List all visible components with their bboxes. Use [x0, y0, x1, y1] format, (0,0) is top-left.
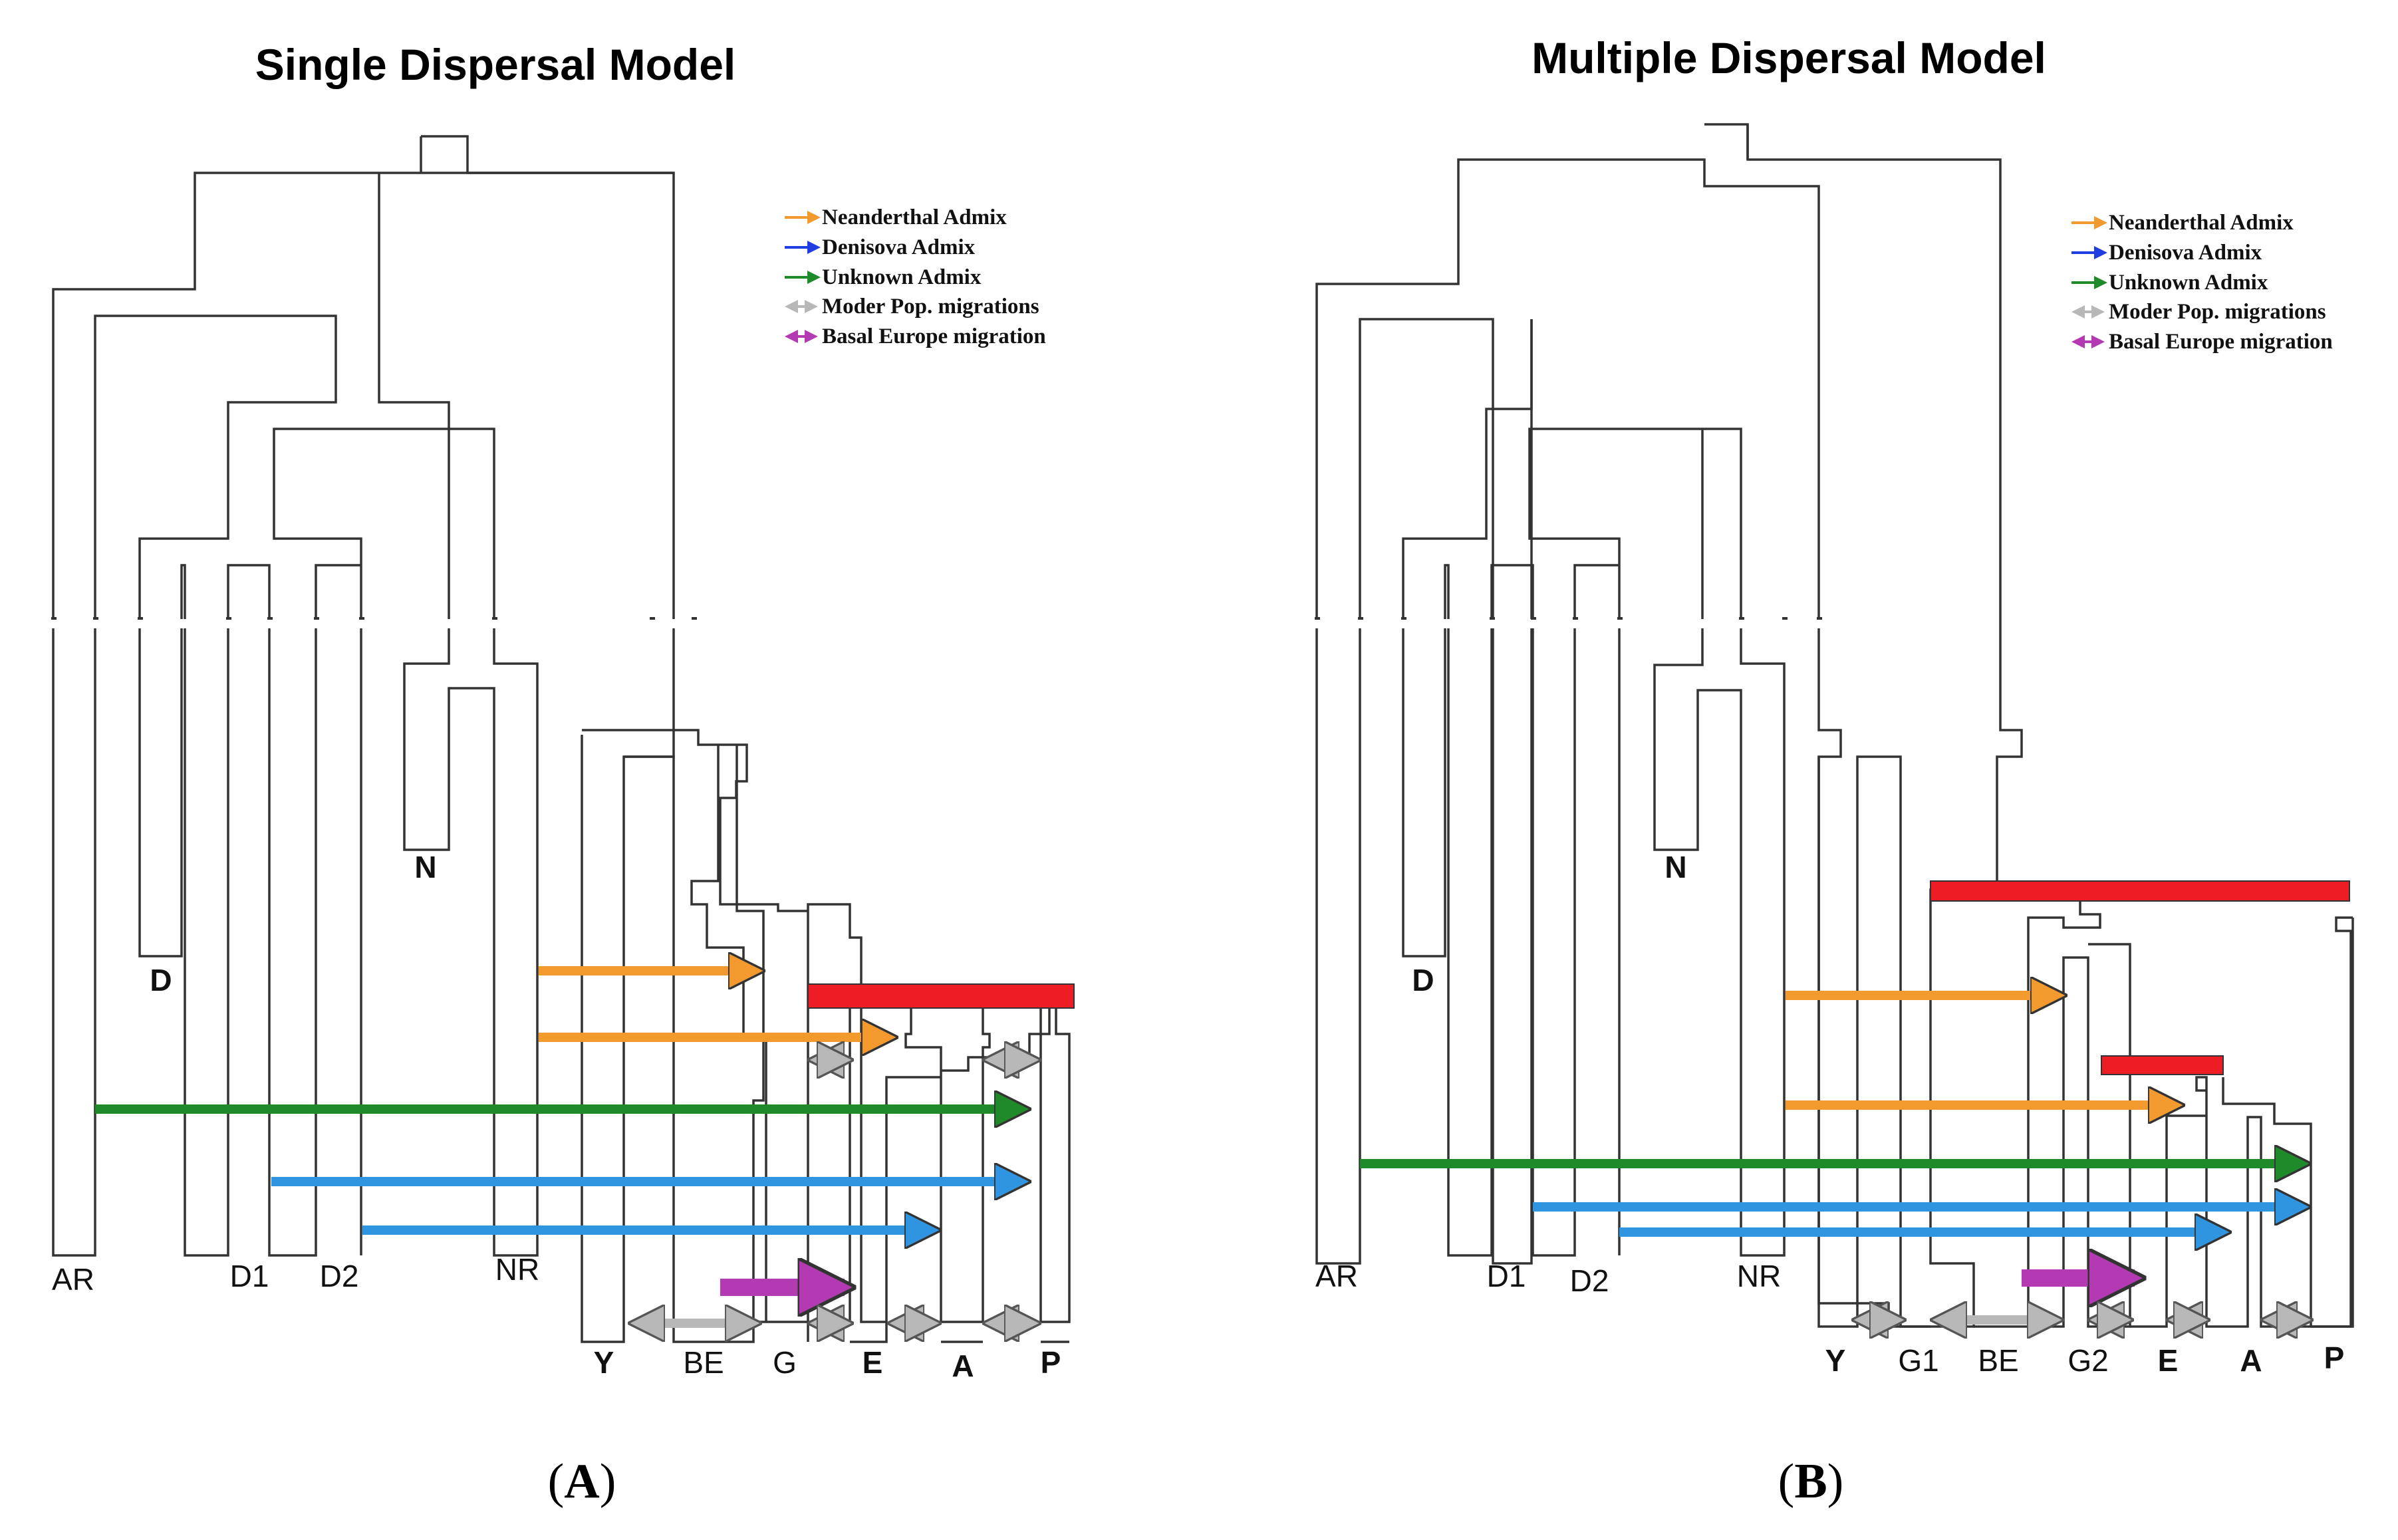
panel-a-leaf-labels: AR D1 D2 NR D N Y BE G E A P [52, 850, 1061, 1383]
panel-a-admix-arrows [95, 971, 1024, 1230]
panel-a-bottlenecks [807, 983, 1075, 1009]
legend-label-unknown: Unknown Admix [822, 265, 982, 289]
panel-b-title: Multiple Dispersal Model [1532, 33, 2046, 82]
legend-label-unknown: Unknown Admix [2109, 271, 2268, 295]
bottleneck-bar [807, 983, 1075, 1009]
legend-label-modern: Moder Pop. migrations [822, 295, 1039, 319]
leaf-label-d2: D2 [320, 1259, 359, 1293]
leaf-label-n: N [414, 850, 436, 884]
panel-a-migrations [635, 1060, 1034, 1323]
leaf-label-a: A [952, 1348, 974, 1383]
bottleneck-bar [2101, 1055, 2224, 1075]
legend-label-neanderthal: Neanderthal Admix [2109, 211, 2294, 235]
leaf-label-ar: AR [1315, 1259, 1358, 1293]
leaf-label-d1: D1 [1487, 1259, 1526, 1293]
leaf-label-nr: NR [1737, 1259, 1781, 1293]
leaf-label-d2: D2 [1570, 1263, 1609, 1298]
panel-a-gap-breaks [40, 617, 712, 628]
panel-b-caption: (B) [1778, 1454, 1844, 1509]
panel-b-bottlenecks [1930, 880, 2350, 1075]
leaf-label-d1: D1 [230, 1259, 269, 1293]
leaf-label-p: P [2324, 1341, 2345, 1375]
leaf-label-g2: G2 [2067, 1343, 2108, 1378]
leaf-label-nr: NR [495, 1252, 539, 1287]
leaf-label-e: E [2158, 1343, 2179, 1378]
legend-label-basal-europe: Basal Europe migration [822, 324, 1046, 348]
leaf-label-y: Y [594, 1345, 614, 1380]
panel-b-leaf-labels: AR D1 D2 NR D N Y G1 BE G2 E A P [1315, 850, 2344, 1378]
leaf-label-y: Y [1825, 1343, 1846, 1378]
panel-b-migrations [1859, 1278, 2306, 1320]
panel-b-legend: Neanderthal Admix Denisova Admix Unknown… [2071, 211, 2333, 354]
panel-b: Multiple Dispersal Model [1303, 33, 2354, 1509]
leaf-label-g1: G1 [1898, 1343, 1938, 1378]
leaf-label-n: N [1665, 850, 1686, 884]
legend-label-denisova: Denisova Admix [2109, 241, 2262, 265]
leaf-label-d: D [150, 963, 172, 997]
leaf-label-be: BE [683, 1345, 724, 1380]
leaf-label-d: D [1412, 963, 1434, 997]
panel-a-caption: (A) [548, 1454, 616, 1509]
leaf-label-p: P [1041, 1345, 1061, 1380]
legend-label-denisova: Denisova Admix [822, 235, 976, 259]
leaf-label-e: E [863, 1345, 883, 1380]
leaf-label-g: G [773, 1345, 797, 1380]
leaf-label-be: BE [1978, 1343, 2018, 1378]
panel-a-legend: Neanderthal Admix Denisova Admix Unknown… [785, 205, 1046, 348]
legend-label-modern: Moder Pop. migrations [2109, 300, 2326, 324]
panel-b-gap-breaks [1303, 617, 1849, 628]
panel-a-title: Single Dispersal Model [255, 40, 736, 89]
bottleneck-bar [1930, 880, 2350, 902]
leaf-label-a: A [2240, 1343, 2262, 1378]
leaf-label-ar: AR [52, 1262, 94, 1297]
legend-label-neanderthal: Neanderthal Admix [822, 205, 1007, 229]
panel-b-admix-arrows [1360, 995, 2304, 1232]
panel-a: Single Dispersal Model [40, 40, 1075, 1509]
legend-label-basal-europe: Basal Europe migration [2109, 330, 2333, 354]
